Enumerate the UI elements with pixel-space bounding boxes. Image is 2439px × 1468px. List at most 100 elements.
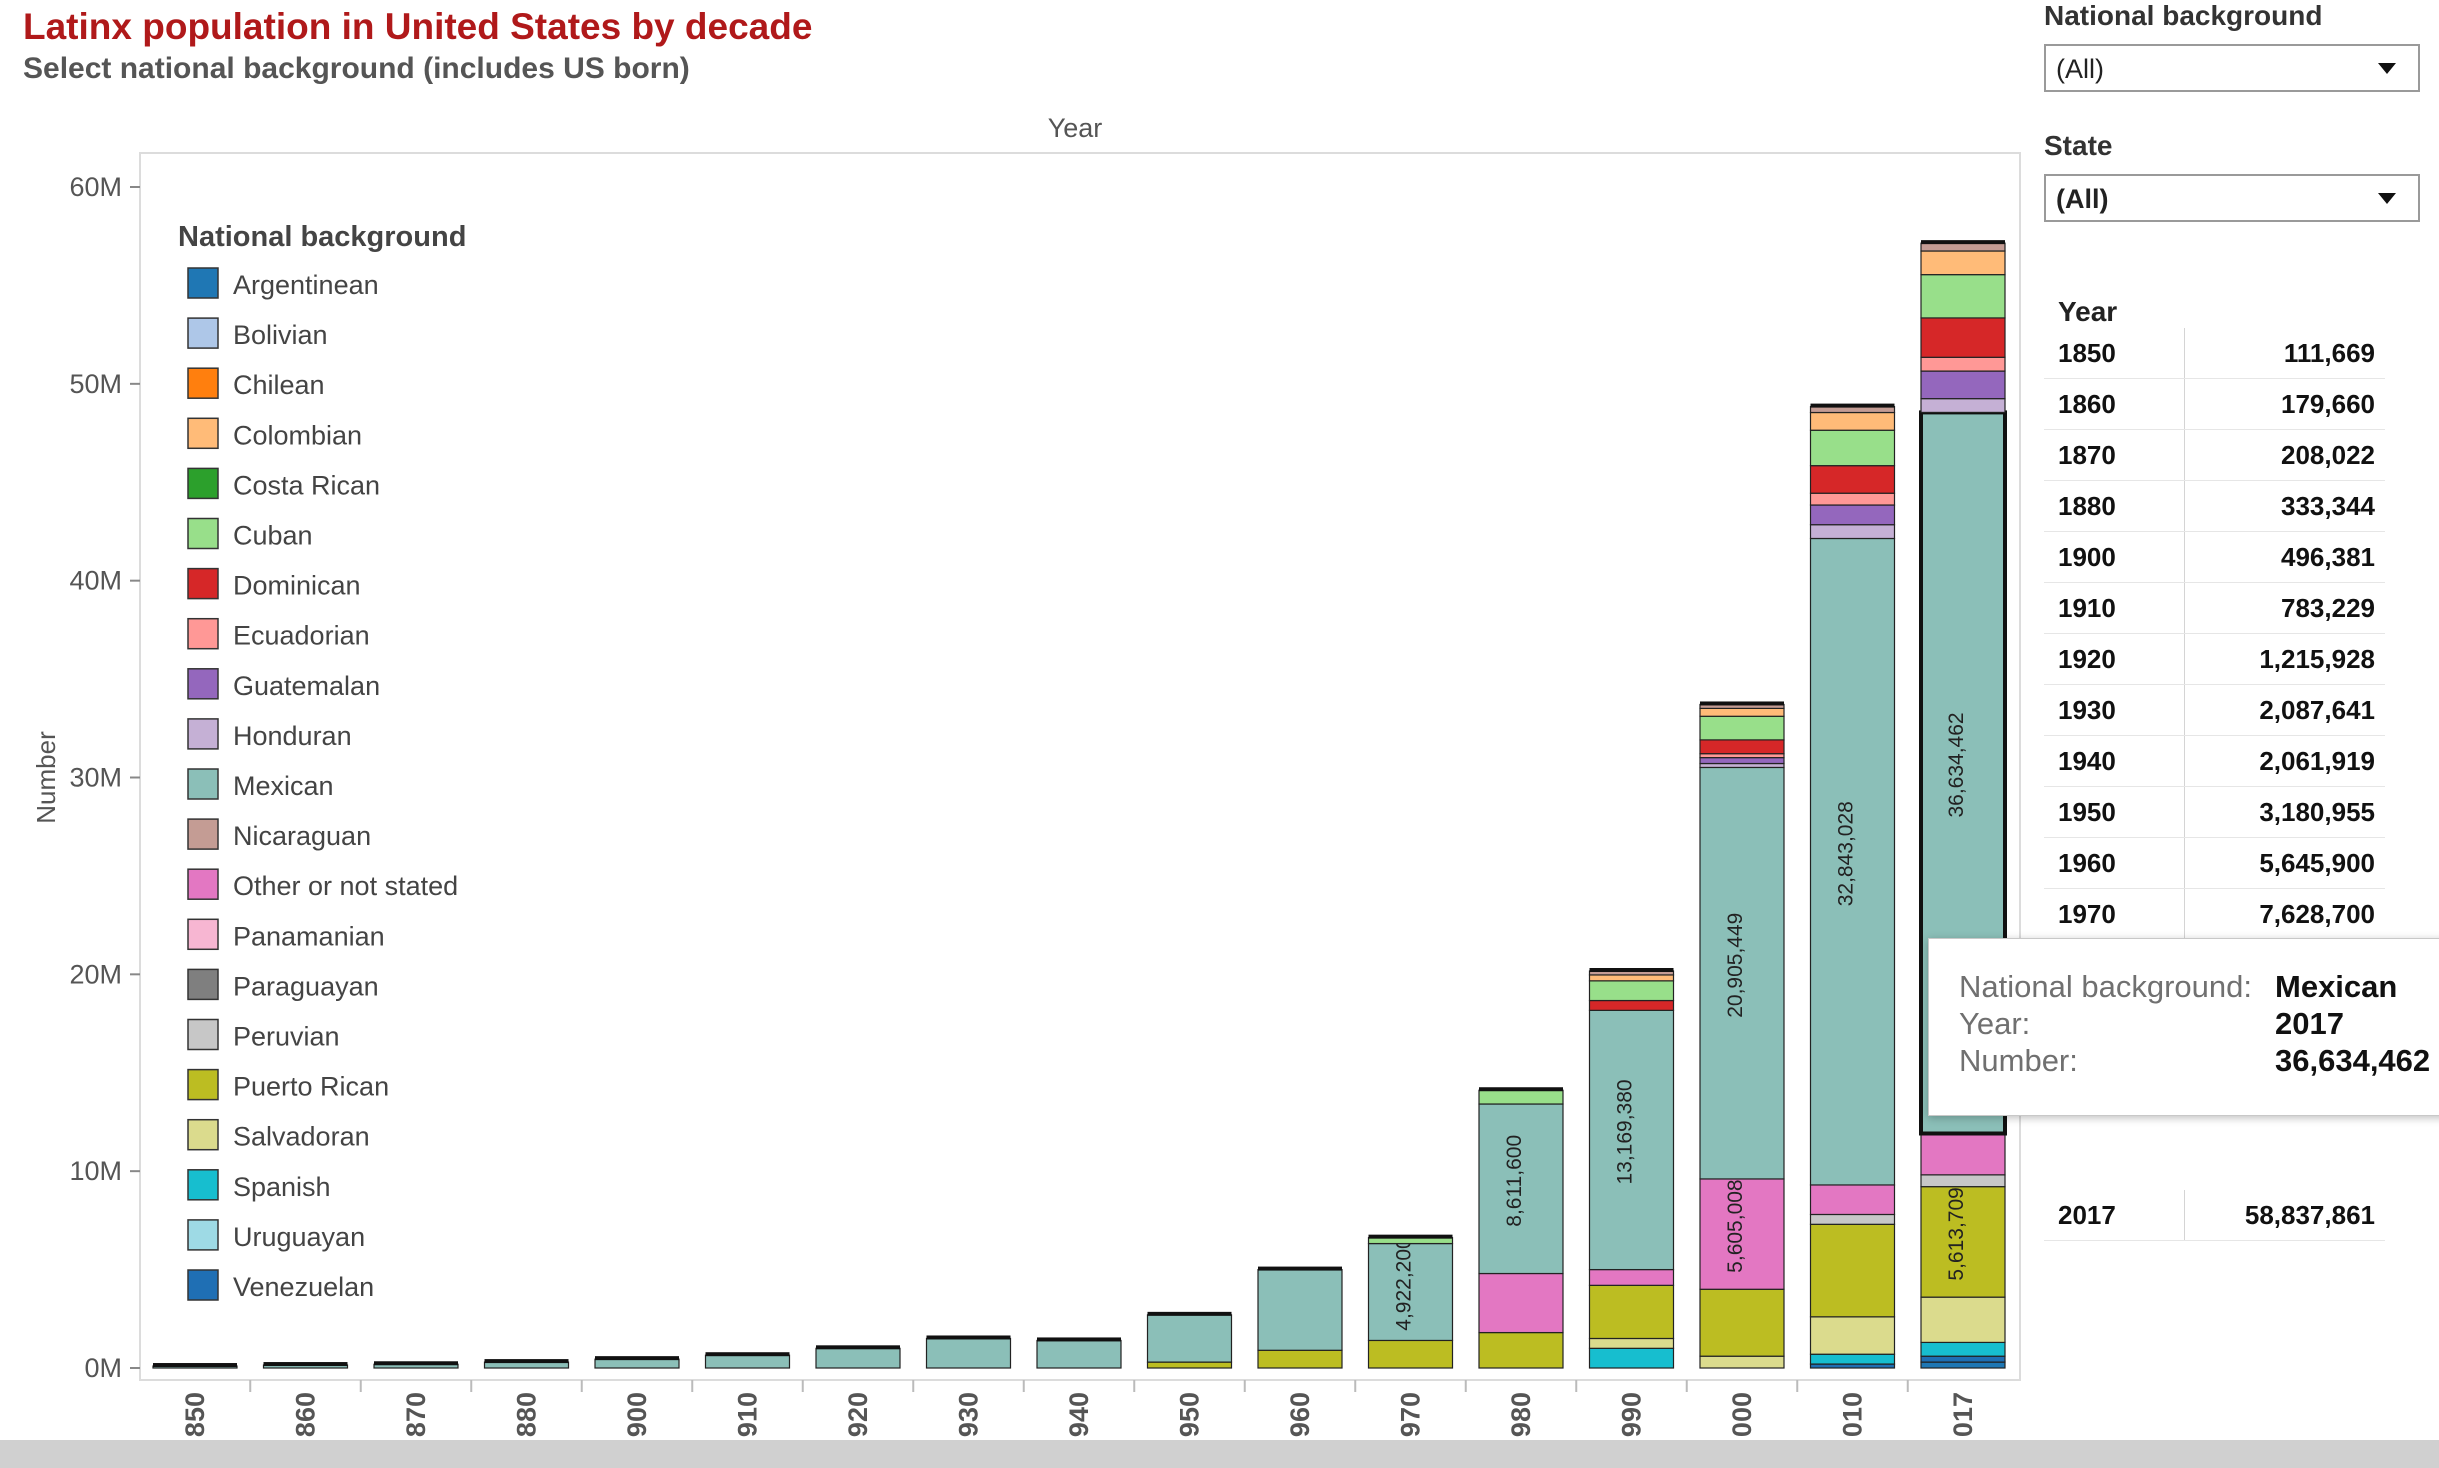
bar-segment[interactable]: [1920, 356, 2006, 372]
bar-segment[interactable]: [1809, 465, 1896, 494]
bar-segment[interactable]: [1920, 1132, 2006, 1176]
bar-segment[interactable]: [1809, 429, 1896, 467]
bar-segment[interactable]: [1809, 537, 1896, 1186]
bar-segment[interactable]: [1146, 1361, 1233, 1369]
legend-item-label[interactable]: Venezuelan: [233, 1272, 374, 1302]
table-row[interactable]: 1930 2,087,641: [2044, 684, 2385, 736]
bar-segment[interactable]: [1809, 1316, 1896, 1355]
bar-segment[interactable]: [1920, 1174, 2006, 1188]
national-background-dropdown[interactable]: (All): [2044, 44, 2420, 92]
table-row[interactable]: 1870 208,022: [2044, 429, 2385, 481]
table-row[interactable]: 1950 3,180,955: [2044, 786, 2385, 838]
legend-swatch[interactable]: [187, 1068, 219, 1101]
legend-swatch[interactable]: [187, 367, 219, 399]
horizontal-scrollbar[interactable]: [0, 1440, 2439, 1468]
state-dropdown[interactable]: (All): [2044, 174, 2420, 222]
legend-item-label[interactable]: Ecuadorian: [233, 621, 370, 651]
bar-segment[interactable]: [1367, 1339, 1454, 1369]
legend-item-label[interactable]: Costa Rican: [233, 470, 380, 500]
legend-swatch[interactable]: [187, 617, 219, 650]
legend-item-label[interactable]: Salvadoran: [233, 1122, 370, 1152]
legend-item-label[interactable]: Cuban: [233, 521, 313, 551]
legend-item-label[interactable]: Paraguayan: [233, 971, 379, 1001]
bar-segment[interactable]: [1478, 1089, 1564, 1105]
bar-segment[interactable]: [1809, 1184, 1896, 1216]
legend-item-label[interactable]: Other or not stated: [233, 871, 458, 901]
table-row[interactable]: 1900 496,381: [2044, 531, 2385, 583]
legend-swatch[interactable]: [187, 668, 219, 700]
legend-swatch[interactable]: [187, 818, 219, 850]
bar-segment[interactable]: [1699, 1288, 1785, 1357]
bar-segment[interactable]: [925, 1337, 1012, 1369]
legend-item-label[interactable]: Bolivian: [233, 320, 328, 350]
bar-segment[interactable]: [1809, 504, 1896, 526]
bar-segment[interactable]: [1809, 492, 1896, 506]
legend-swatch[interactable]: [187, 567, 219, 600]
bar-segment[interactable]: [1809, 1353, 1896, 1365]
table-row[interactable]: 1910 783,229: [2044, 582, 2385, 634]
legend-item-label[interactable]: Honduran: [233, 721, 352, 751]
legend-swatch[interactable]: [187, 968, 219, 1001]
bar-segment[interactable]: [1699, 715, 1785, 741]
table-row[interactable]: 1880 333,344: [2044, 480, 2385, 532]
table-row[interactable]: 1920 1,215,928: [2044, 633, 2385, 685]
legend-swatch[interactable]: [187, 768, 219, 800]
table-row[interactable]: 2017 58,837,861: [2044, 1190, 2385, 1241]
bar-segment[interactable]: [1809, 524, 1896, 540]
bar-segment[interactable]: [1146, 1314, 1233, 1363]
bar-segment[interactable]: [1920, 274, 2006, 319]
bar-segment[interactable]: [1699, 707, 1785, 717]
legend-swatch[interactable]: [187, 868, 219, 900]
bar-segment[interactable]: [1588, 1347, 1675, 1369]
legend-swatch[interactable]: [187, 1169, 219, 1201]
bar-segment[interactable]: [1036, 1339, 1122, 1369]
bar-segment[interactable]: [1478, 1103, 1564, 1275]
legend-item-label[interactable]: Nicaraguan: [233, 821, 371, 851]
bar-segment[interactable]: [1920, 1186, 2006, 1298]
bar-segment[interactable]: [1920, 1296, 2006, 1344]
legend-item-label[interactable]: Peruvian: [233, 1022, 340, 1052]
bar-segment[interactable]: [1699, 1355, 1785, 1369]
legend-item-label[interactable]: Guatemalan: [233, 671, 380, 701]
bar-segment[interactable]: [1588, 974, 1675, 982]
legend-swatch[interactable]: [187, 918, 219, 951]
legend-item-label[interactable]: Panamanian: [233, 921, 385, 951]
bar-segment[interactable]: [1699, 757, 1785, 765]
bar-segment[interactable]: [1588, 1268, 1675, 1286]
legend-swatch[interactable]: [187, 417, 219, 450]
bar-segment[interactable]: [1920, 398, 2006, 414]
bar-segment[interactable]: [594, 1358, 680, 1369]
bar-segment[interactable]: [1588, 1284, 1675, 1340]
legend-item-label[interactable]: Uruguayan: [233, 1222, 365, 1252]
bar-segment[interactable]: [1478, 1272, 1564, 1334]
bar-segment[interactable]: [1588, 1337, 1675, 1349]
bar-segment[interactable]: [1809, 1223, 1896, 1318]
legend-item-label[interactable]: Argentinean: [233, 270, 379, 300]
bar-segment[interactable]: [1920, 1341, 2006, 1357]
bar-segment[interactable]: [1478, 1331, 1564, 1369]
legend-swatch[interactable]: [187, 267, 219, 299]
legend-swatch[interactable]: [187, 1018, 219, 1051]
legend-item-label[interactable]: Chilean: [233, 370, 325, 400]
bar-segment[interactable]: [1699, 1178, 1785, 1290]
table-row[interactable]: 1850 111,669: [2044, 328, 2385, 379]
bar-segment[interactable]: [1588, 1009, 1675, 1271]
legend-swatch[interactable]: [187, 718, 219, 750]
legend-swatch[interactable]: [187, 517, 219, 550]
bar-segment[interactable]: [1809, 411, 1896, 431]
legend-item-label[interactable]: Mexican: [233, 771, 334, 801]
bar-segment[interactable]: [1588, 999, 1675, 1011]
bar-segment[interactable]: [1920, 1361, 2006, 1369]
bar-segment[interactable]: [1588, 980, 1675, 1002]
bar-segment[interactable]: [1699, 766, 1785, 1180]
bar-segment[interactable]: [704, 1354, 791, 1369]
legend-item-label[interactable]: Spanish: [233, 1172, 331, 1202]
table-row[interactable]: 1860 179,660: [2044, 378, 2385, 430]
bar-segment[interactable]: [1257, 1349, 1343, 1369]
bar-segment[interactable]: [1920, 250, 2006, 276]
table-row[interactable]: 1940 2,061,919: [2044, 735, 2385, 787]
bar-segment[interactable]: [815, 1347, 901, 1369]
legend-swatch[interactable]: [187, 1219, 219, 1251]
bar-segment[interactable]: [1809, 1213, 1896, 1225]
table-row[interactable]: 1970 7,628,700: [2044, 888, 2385, 940]
